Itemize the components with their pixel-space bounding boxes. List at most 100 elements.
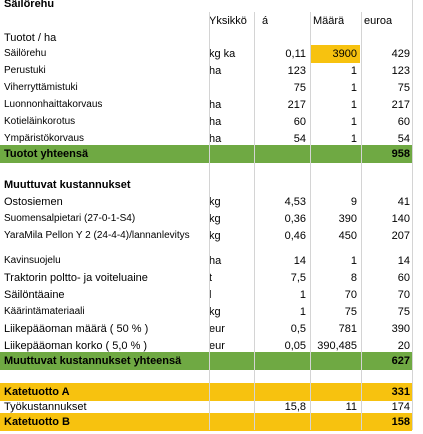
- row-price[interactable]: 217: [287, 99, 306, 111]
- row-unit[interactable]: kg: [209, 306, 221, 318]
- column-divider: [310, 12, 311, 430]
- row-qty[interactable]: 8: [350, 272, 357, 284]
- section-costs-label[interactable]: Muuttuvat kustannukset: [4, 179, 131, 191]
- row-name[interactable]: Ympäristökorvaus: [4, 133, 85, 144]
- row-eur[interactable]: 75: [397, 82, 410, 94]
- row-unit[interactable]: ha: [209, 116, 222, 128]
- row-name[interactable]: Traktorin poltto- ja voiteluaine: [4, 272, 148, 284]
- sheet-title[interactable]: Säilörehu: [4, 0, 55, 10]
- row-qty[interactable]: 1: [350, 99, 357, 111]
- row-name[interactable]: Luonnonhaittakorvaus: [4, 99, 103, 110]
- row-eur[interactable]: 123: [391, 65, 410, 77]
- row-name[interactable]: Käärintämateriaali: [4, 306, 85, 317]
- row-eur[interactable]: 60: [397, 116, 410, 128]
- row-price[interactable]: 123: [287, 65, 306, 77]
- row-unit[interactable]: t: [209, 272, 213, 284]
- cost-total-label[interactable]: Muuttuvat kustannukset yhteensä: [4, 355, 182, 367]
- header-eur[interactable]: euroa: [364, 15, 393, 27]
- row-qty[interactable]: 781: [338, 323, 357, 335]
- row-unit[interactable]: kg: [209, 196, 221, 208]
- labour-price[interactable]: 15,8: [284, 401, 306, 413]
- row-qty[interactable]: 1: [350, 82, 357, 94]
- column-divider: [412, 0, 413, 430]
- row-qty[interactable]: 1: [350, 133, 357, 145]
- row-price[interactable]: 0,11: [285, 48, 306, 60]
- row-qty[interactable]: 9: [350, 196, 357, 208]
- row-name[interactable]: Perustuki: [4, 65, 46, 76]
- row-eur[interactable]: 217: [391, 99, 410, 111]
- income-total-label[interactable]: Tuotot yhteensä: [4, 148, 89, 160]
- row-qty[interactable]: 1: [350, 116, 357, 128]
- row-price[interactable]: 60: [293, 116, 306, 128]
- row-name[interactable]: Liikepääoman määrä ( 50 % ): [4, 323, 149, 335]
- row-price[interactable]: 75: [293, 82, 306, 94]
- table-row: Kavinsuojelu ha 14 1 14: [0, 252, 423, 270]
- section-income-label[interactable]: Tuotot / ha: [4, 32, 57, 44]
- row-price[interactable]: 4,53: [284, 196, 306, 208]
- row-price[interactable]: 0,36: [284, 213, 306, 225]
- labour-name[interactable]: Työkustannukset: [4, 401, 87, 413]
- row-unit[interactable]: ha: [209, 99, 222, 111]
- row-unit[interactable]: l: [209, 289, 212, 301]
- row-unit[interactable]: ha: [209, 255, 222, 267]
- row-price[interactable]: 1: [299, 289, 306, 301]
- row-eur[interactable]: 54: [397, 133, 410, 145]
- header-price[interactable]: á: [262, 15, 269, 27]
- row-qty[interactable]: 70: [344, 289, 357, 301]
- row-unit[interactable]: kg: [209, 213, 221, 225]
- margin-b-value[interactable]: 158: [391, 416, 410, 428]
- row-unit[interactable]: ha: [209, 133, 222, 145]
- margin-a-label[interactable]: Katetuotto A: [4, 386, 70, 398]
- row-unit[interactable]: eur: [209, 340, 225, 352]
- row-price[interactable]: 14: [293, 255, 306, 267]
- row-name[interactable]: Suomensalpietari (27-0-1-S4): [4, 213, 136, 224]
- row-price[interactable]: 54: [293, 133, 306, 145]
- row-name[interactable]: Kavinsuojelu: [4, 255, 61, 266]
- row-name[interactable]: Säilörehu: [4, 48, 47, 59]
- header-qty[interactable]: Määrä: [313, 15, 345, 27]
- row-eur[interactable]: 41: [397, 196, 410, 208]
- row-name[interactable]: Kotieläinkorotus: [4, 116, 76, 127]
- row-eur[interactable]: 20: [397, 340, 410, 352]
- row-qty[interactable]: 1: [350, 255, 357, 267]
- row-name[interactable]: YaraMila Pellon Y 2 (24-4-4)/lannanlevit…: [4, 230, 190, 241]
- row-unit[interactable]: kg: [209, 230, 221, 242]
- row-price[interactable]: 0,5: [290, 323, 306, 335]
- margin-b-label[interactable]: Katetuotto B: [4, 416, 70, 428]
- row-name[interactable]: Ostosiemen: [4, 196, 63, 208]
- row-unit[interactable]: [209, 79, 254, 97]
- row-eur[interactable]: 429: [391, 48, 410, 60]
- row-eur[interactable]: 60: [397, 272, 410, 284]
- row-eur[interactable]: 14: [397, 255, 410, 267]
- row-eur[interactable]: 75: [397, 306, 410, 318]
- row-qty-highlighted[interactable]: 3900: [310, 45, 360, 63]
- row-unit[interactable]: kg ka: [209, 48, 236, 60]
- row-eur[interactable]: 207: [391, 230, 410, 242]
- row-price[interactable]: 0,46: [284, 230, 306, 242]
- row-unit[interactable]: ha: [209, 65, 222, 77]
- column-divider: [209, 12, 210, 430]
- row-eur[interactable]: 390: [391, 323, 410, 335]
- header-unit[interactable]: Yksikkö: [209, 15, 247, 27]
- row-name[interactable]: Säilöntäaine: [4, 289, 65, 301]
- cost-total-row: Muuttuvat kustannukset yhteensä 627: [0, 352, 412, 370]
- row-name[interactable]: Liikepääoman korko ( 5,0 % ): [4, 340, 148, 352]
- row-qty[interactable]: 75: [344, 306, 357, 318]
- row-qty[interactable]: 390: [338, 213, 357, 225]
- row-qty[interactable]: 1: [350, 65, 357, 77]
- margin-a-row: Katetuotto A 331: [0, 383, 412, 401]
- row-name[interactable]: Viherryttämistuki: [4, 82, 78, 93]
- row-price[interactable]: 0,05: [284, 340, 306, 352]
- labour-eur[interactable]: 174: [391, 401, 410, 413]
- cost-total-value[interactable]: 627: [391, 355, 410, 367]
- margin-a-value[interactable]: 331: [391, 386, 410, 398]
- row-eur[interactable]: 70: [397, 289, 410, 301]
- row-price[interactable]: 1: [299, 306, 306, 318]
- row-unit[interactable]: eur: [209, 323, 225, 335]
- row-eur[interactable]: 140: [391, 213, 410, 225]
- row-qty[interactable]: 450: [338, 230, 357, 242]
- row-qty[interactable]: 390,485: [317, 340, 357, 352]
- row-price[interactable]: 7,5: [290, 272, 306, 284]
- income-total-value[interactable]: 958: [391, 148, 410, 160]
- labour-qty[interactable]: 11: [345, 401, 357, 413]
